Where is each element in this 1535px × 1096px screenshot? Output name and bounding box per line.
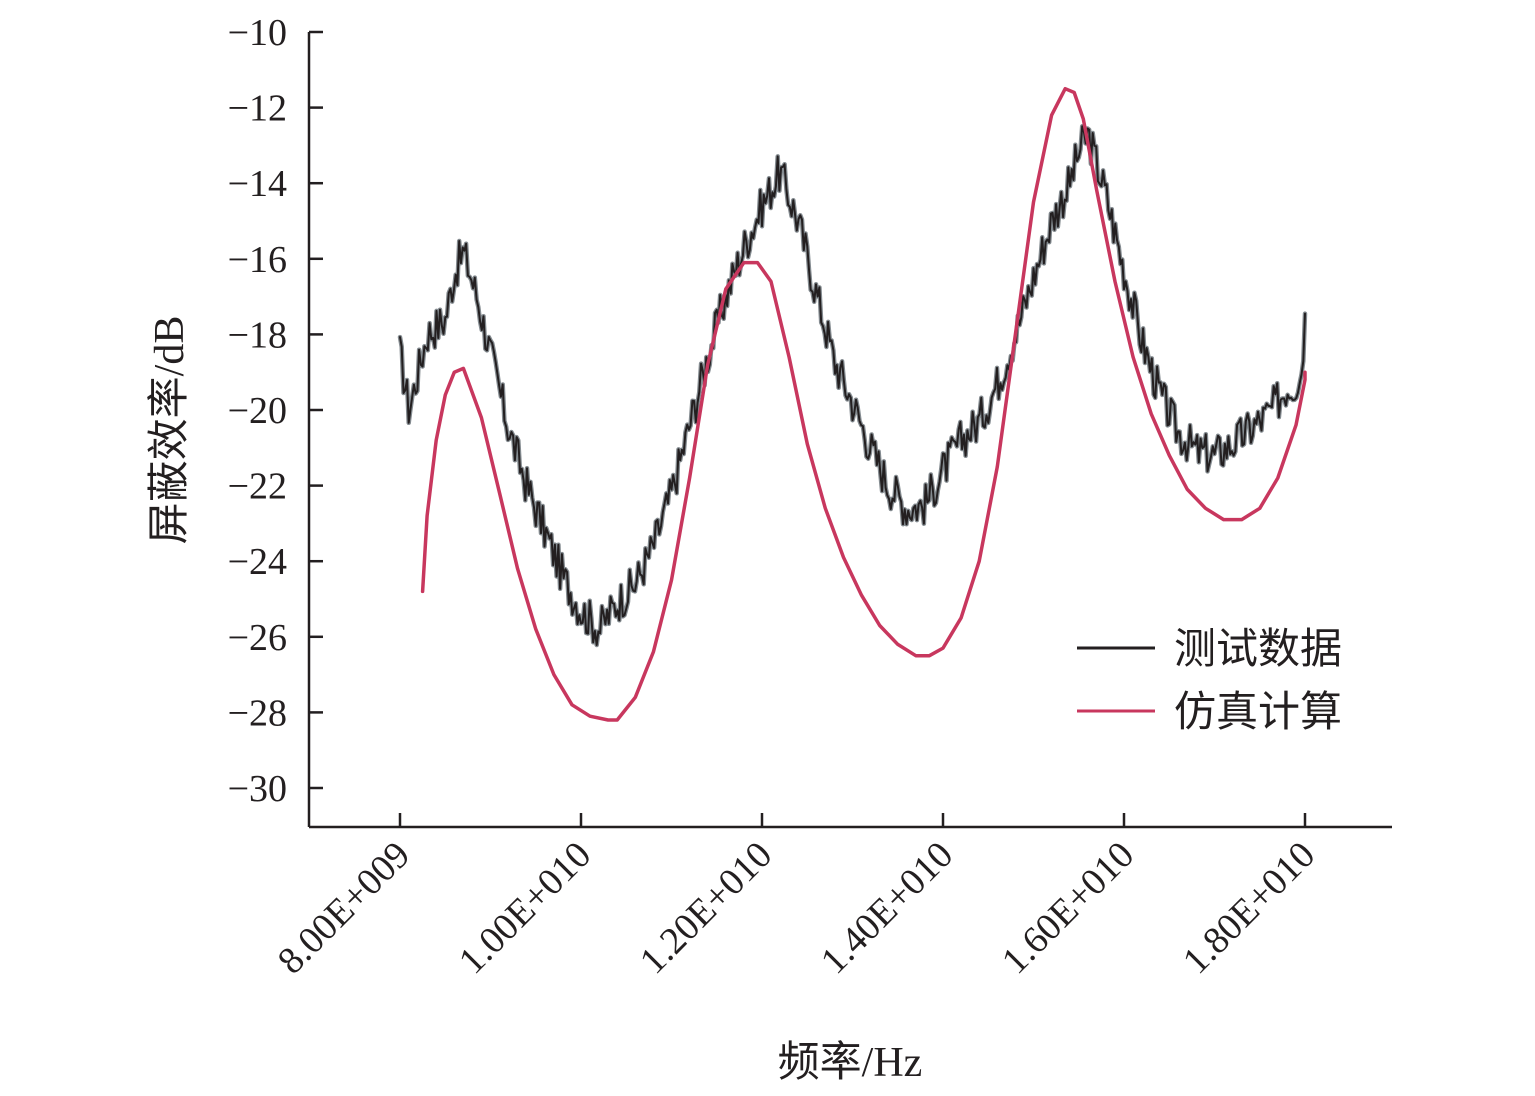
y-tick-label: −24	[228, 541, 287, 583]
x-axis-ticks: 8.00E+009 1.00E+010 1.20E+010 1.40E+010 1.60…	[270, 813, 1324, 983]
legend: 测试数据 仿真计算	[1077, 627, 1342, 736]
series-line-test-data	[399, 125, 1306, 646]
y-tick-label: −22	[228, 466, 287, 508]
x-tick-label: 8.00E+009	[270, 834, 419, 983]
y-tick-label: −18	[228, 314, 287, 356]
series-layer	[397, 86, 1308, 722]
legend-label-simulation: 仿真计算	[1174, 690, 1342, 736]
y-tick-label: −30	[228, 768, 287, 810]
y-tick-label: −28	[228, 692, 287, 734]
y-tick-label: −26	[228, 617, 287, 659]
x-tick-label: 1.20E+010	[632, 834, 781, 983]
y-tick-label: −10	[228, 12, 287, 54]
y-axis-label: 屏蔽效率/dB	[146, 316, 193, 545]
series-line-shadow	[397, 124, 1308, 648]
y-tick-label: −12	[228, 88, 287, 130]
series-line-simulation	[420, 86, 1307, 722]
y-tick-label: −20	[228, 390, 287, 432]
y-tick-label: −16	[228, 239, 287, 281]
legend-label-test-data: 测试数据	[1174, 627, 1342, 673]
y-axis-ticks: −10 −12 −14 −16 −18 −20 −22 −24 −26 −28 −30	[228, 12, 323, 810]
x-tick-label: 1.80E+010	[1175, 834, 1324, 983]
y-tick-label: −14	[228, 163, 287, 205]
x-tick-label: 1.00E+010	[451, 834, 600, 983]
x-axis-label: 频率/Hz	[778, 1039, 923, 1086]
x-tick-label: 1.40E+010	[813, 834, 962, 983]
axes	[307, 32, 1392, 829]
x-tick-label: 1.60E+010	[994, 834, 1143, 983]
